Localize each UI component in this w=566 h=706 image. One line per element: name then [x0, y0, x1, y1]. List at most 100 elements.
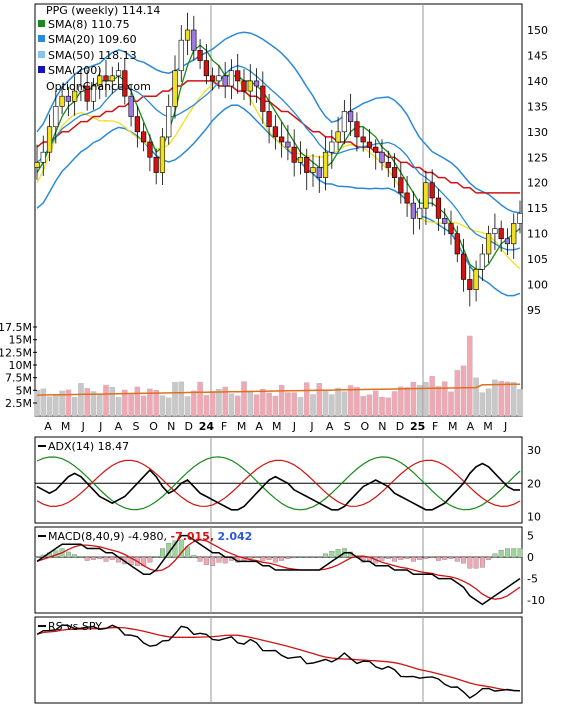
volume-bar: [172, 382, 178, 417]
macd-histogram-bar: [210, 556, 216, 566]
candle-body: [203, 60, 209, 77]
adx-tick-label: 10: [527, 510, 541, 523]
macd-histogram-bar: [310, 556, 316, 559]
macd-histogram-bar: [429, 556, 435, 559]
macd-histogram-bar: [486, 556, 492, 560]
candle-body: [59, 95, 65, 107]
adx-tick-label: 20: [527, 477, 541, 490]
volume-bar: [134, 386, 141, 417]
volume-bar: [241, 381, 247, 417]
macd-histogram-bar: [216, 556, 222, 563]
candle-body: [285, 141, 291, 148]
volume-bar: [322, 390, 329, 417]
x-tick-label: A: [467, 420, 475, 433]
candle-body: [517, 212, 523, 224]
adx-tick-label: 30: [527, 444, 541, 457]
x-tick-label: M: [237, 420, 247, 433]
volume-bar: [498, 381, 504, 417]
macd-signal-line: [36, 539, 521, 600]
volume-tick-label: 7.5M: [5, 372, 32, 385]
volume-bar: [209, 391, 216, 417]
x-tick-label: A: [115, 420, 123, 433]
candle-body: [109, 75, 115, 82]
candle-body: [153, 156, 159, 173]
price-tick-label: 150: [527, 24, 548, 37]
candle-body: [46, 126, 53, 153]
volume-bar: [398, 386, 404, 417]
volume-bar: [504, 381, 511, 417]
macd-signal-value: -7.015,: [171, 530, 215, 543]
macd-histogram-bar: [423, 556, 429, 559]
legend-sma8: SMA(8) 110.75: [48, 18, 130, 31]
macd-histogram-bar: [329, 550, 335, 558]
candle-body: [122, 70, 128, 97]
x-tick-label: M: [483, 420, 493, 433]
x-tick-label: S: [344, 420, 351, 433]
macd-histogram-bar: [160, 548, 165, 558]
candle-body: [391, 167, 398, 178]
macd-histogram-bar: [461, 556, 466, 564]
legend-swatch-sma20: [38, 35, 45, 42]
x-tick-label: J: [503, 420, 507, 433]
macd-histogram-bar: [203, 556, 209, 565]
candle-body: [379, 151, 385, 163]
volume-bar: [128, 394, 134, 417]
macd-histogram-bar: [65, 551, 71, 558]
macd-histogram-bar: [291, 556, 297, 559]
candle-body: [291, 146, 297, 163]
volume-bar: [90, 391, 97, 417]
candle-body: [297, 156, 304, 163]
candle-body: [141, 131, 147, 143]
macd-histogram-bar: [436, 556, 441, 561]
volume-bar: [266, 392, 272, 417]
candle-body: [53, 106, 59, 128]
macd-histogram-bar: [91, 556, 96, 560]
candle-body: [159, 136, 166, 173]
volume-bar: [165, 397, 172, 417]
volume-bar: [253, 394, 260, 417]
macd-histogram-bar: [272, 556, 278, 563]
macd-histogram-bar: [279, 556, 285, 561]
candle-body: [210, 75, 216, 82]
candle-body: [191, 29, 197, 51]
price-tick-label: 135: [527, 100, 548, 113]
price-tick-label: 120: [527, 177, 548, 190]
adx-line: [36, 462, 520, 511]
candle-body: [448, 223, 454, 234]
macd-histogram-bar: [197, 556, 203, 562]
candle-body: [442, 218, 448, 224]
candle-body: [486, 233, 492, 255]
candle-body: [65, 95, 71, 102]
candle-body: [40, 151, 46, 163]
volume-bar: [410, 381, 417, 417]
x-tick-label: N: [378, 420, 386, 433]
adx-panel-frame: [34, 436, 523, 524]
sma-slow-line: [36, 80, 520, 194]
macd-histogram-bar: [298, 556, 303, 559]
volume-ma-line: [36, 383, 521, 396]
x-tick-label: O: [360, 420, 369, 433]
volume-bar: [460, 365, 467, 417]
legend-swatch-sma50: [38, 51, 45, 58]
macd-histogram-bar: [254, 556, 259, 559]
macd-histogram-bar: [191, 555, 197, 558]
price-series: [34, 12, 523, 307]
candle-body: [178, 39, 184, 72]
bollinger-upper-line: [36, 31, 521, 214]
candle-body: [404, 192, 410, 204]
volume-bar: [203, 395, 210, 417]
volume-bar: [96, 393, 103, 417]
price-tick-label: 145: [527, 49, 548, 62]
macd-histogram-bar: [498, 550, 504, 558]
volume-tick-label: 2.5M: [5, 397, 32, 410]
x-tick-label: D: [396, 420, 404, 433]
sma8-line: [36, 44, 521, 270]
candle-body: [504, 238, 511, 245]
price-panel-frame: [34, 3, 523, 417]
volume-bar: [59, 390, 65, 417]
volume-bar: [360, 396, 366, 417]
price-tick-label: 105: [527, 253, 548, 266]
macd-histogram-bar: [97, 556, 103, 559]
candle-body: [329, 141, 335, 153]
